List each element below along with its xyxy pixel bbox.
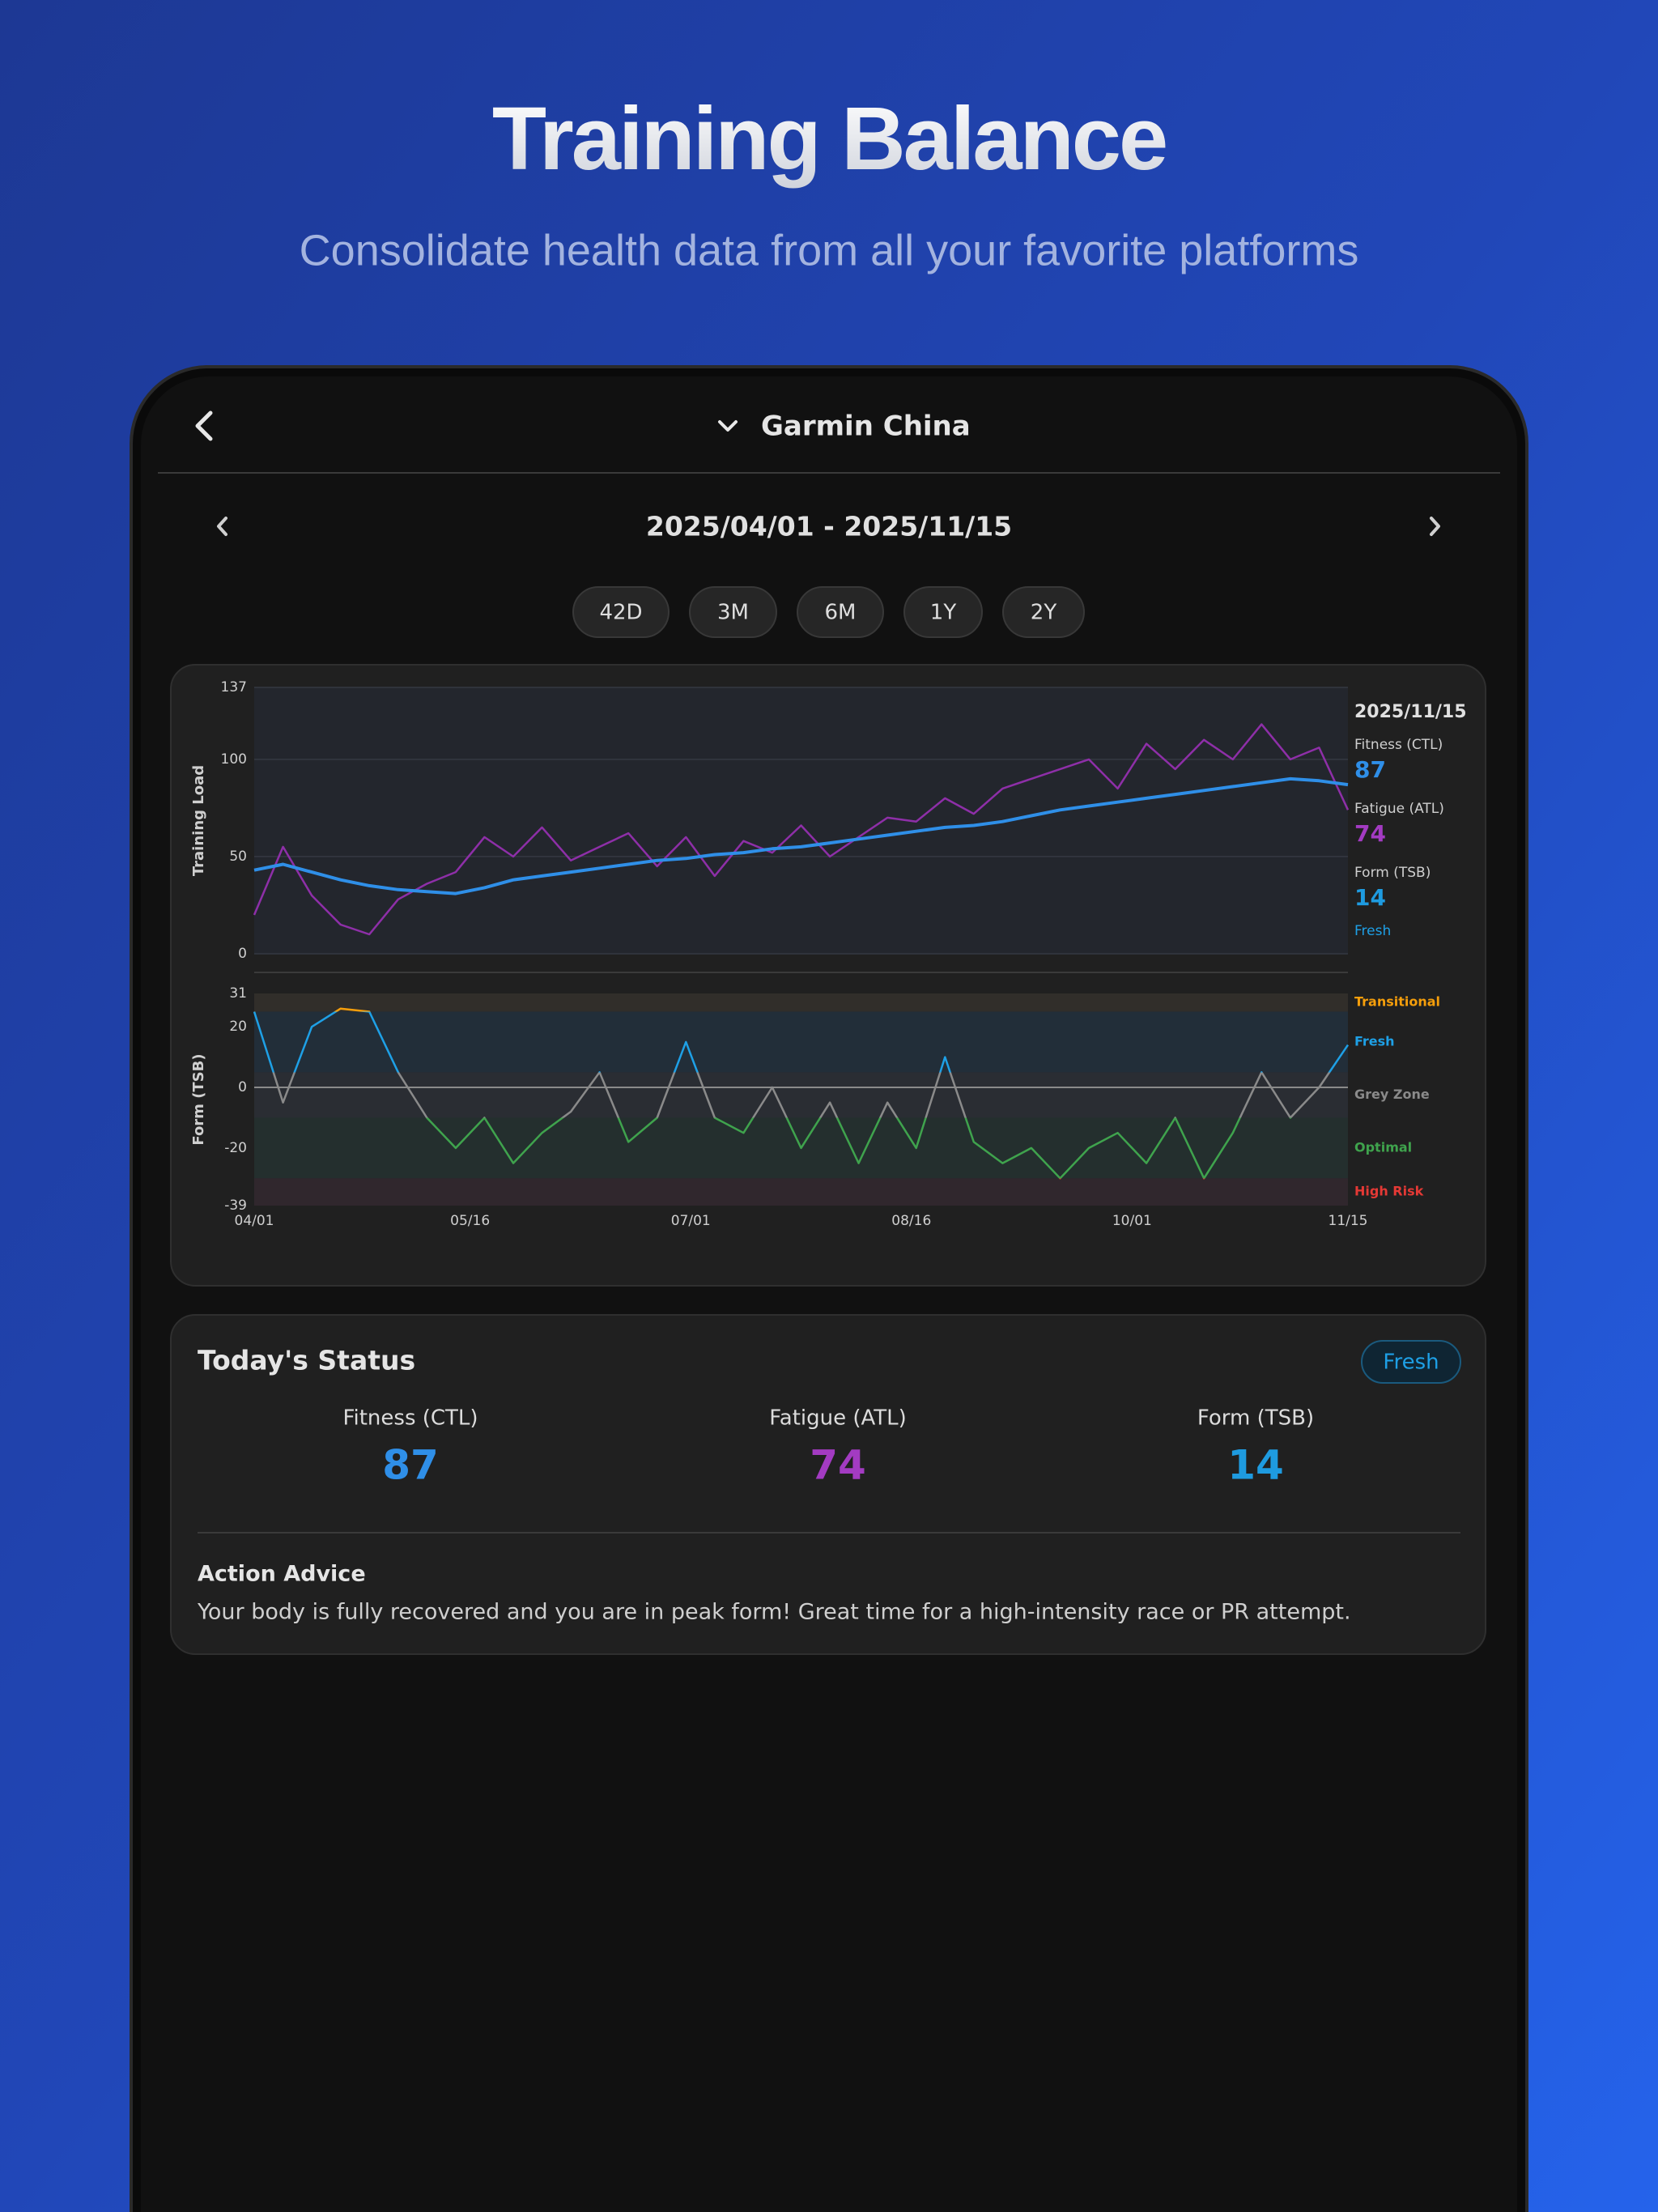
status-label: Fitness (CTL) xyxy=(342,1406,478,1431)
status-badge xyxy=(1361,1340,1461,1384)
panel-value: 74 xyxy=(1354,820,1386,847)
device-title[interactable]: Garmin China xyxy=(761,410,971,443)
panel-value: 14 xyxy=(1354,884,1386,911)
x-tick-label: 05/16 xyxy=(450,1213,490,1229)
y-tick-label: -20 xyxy=(224,1140,247,1156)
device-screen xyxy=(141,376,1517,2212)
zone-label: Fresh xyxy=(1354,1033,1395,1049)
zone-label: Grey Zone xyxy=(1354,1087,1430,1102)
range-pill[interactable] xyxy=(572,586,670,638)
panel-label: Fatigue (ATL) xyxy=(1354,801,1444,817)
zone-band xyxy=(254,993,1348,1012)
charts: 0 50 100 137 Training Load Transitional Fresh G… xyxy=(190,679,1440,1229)
y-tick-label: 50 xyxy=(229,849,247,865)
plot-area xyxy=(254,993,1348,1206)
page-subtitle: Consolidate health data from all your fa… xyxy=(300,226,1359,274)
zone-band xyxy=(254,1072,1348,1118)
y-axis-label: Form (TSB) xyxy=(190,1053,207,1145)
advice-text: Your body is fully recovered and you are… xyxy=(197,1600,1351,1625)
prev-range[interactable] xyxy=(217,517,227,536)
series-line xyxy=(253,776,1349,895)
dropdown-icon[interactable] xyxy=(718,420,738,432)
y-tick-label: 20 xyxy=(229,1019,247,1035)
zone-label: Transitional xyxy=(1354,994,1440,1010)
range-pill[interactable] xyxy=(903,586,983,638)
panel-state: Fresh xyxy=(1354,923,1391,939)
plot-area xyxy=(254,687,1348,954)
y-tick-label: 31 xyxy=(229,985,247,1002)
status-badge-text: Fresh xyxy=(1383,1351,1439,1375)
advice-title: Action Advice xyxy=(198,1562,366,1587)
page-title: Training Balance xyxy=(492,89,1166,189)
range-pill[interactable] xyxy=(1002,586,1085,638)
y-tick-label: 0 xyxy=(238,946,247,962)
status-value: 74 xyxy=(810,1442,866,1489)
status-value: 14 xyxy=(1227,1442,1284,1489)
series-line xyxy=(253,1007,1350,1180)
range-pill-label[interactable]: 3M xyxy=(717,601,749,625)
value-panel: Fitness (CTL) 87 Fatigue (ATL) 74 Form (TSB)… xyxy=(1354,737,1444,939)
panel-date: 2025/11/15 xyxy=(1354,702,1467,722)
date-range: 2025/04/01 - 2025/11/15 xyxy=(646,511,1012,542)
y-tick-label: 100 xyxy=(221,751,247,768)
zone-label: Optimal xyxy=(1354,1139,1412,1155)
range-pill-label[interactable]: 1Y xyxy=(930,601,957,625)
status-values: Fitness (CTL) 87 Fatigue (ATL) 74 Form (TSB)… xyxy=(342,1406,1314,1489)
range-pill[interactable] xyxy=(797,586,884,638)
x-tick-label: 10/01 xyxy=(1112,1213,1152,1229)
status-value: 87 xyxy=(382,1442,439,1489)
status-title: Today's Status xyxy=(198,1345,415,1376)
y-tick-label: 137 xyxy=(221,679,247,696)
y-axis-label: Training Load xyxy=(190,765,207,876)
range-pill-label[interactable]: 2Y xyxy=(1031,601,1057,625)
x-tick-label: 11/15 xyxy=(1329,1213,1368,1229)
panel-label: Form (TSB) xyxy=(1354,865,1431,881)
y-tick-label: 0 xyxy=(238,1079,247,1095)
range-pill[interactable] xyxy=(689,586,777,638)
zone-band xyxy=(254,1178,1348,1206)
back-button[interactable] xyxy=(195,410,213,441)
status-label: Form (TSB) xyxy=(1197,1406,1314,1431)
x-tick-label: 04/01 xyxy=(235,1213,274,1229)
range-pill-label[interactable]: 42D xyxy=(599,601,642,625)
zone-label: High Risk xyxy=(1354,1184,1424,1199)
x-tick-label: 08/16 xyxy=(891,1213,931,1229)
x-tick-label: 07/01 xyxy=(671,1213,711,1229)
zone-band xyxy=(254,1011,1348,1073)
panel-value: 87 xyxy=(1354,756,1386,783)
status-label: Fatigue (ATL) xyxy=(769,1406,907,1431)
range-pill-label[interactable]: 6M xyxy=(825,601,857,625)
series-line xyxy=(253,723,1350,936)
panel-label: Fitness (CTL) xyxy=(1354,737,1443,753)
status-card xyxy=(170,1314,1486,1655)
next-range[interactable] xyxy=(1430,517,1440,536)
y-tick-label: -39 xyxy=(224,1197,247,1214)
range-selector: 42D 3M 6M 1Y 2Y xyxy=(572,586,1085,638)
